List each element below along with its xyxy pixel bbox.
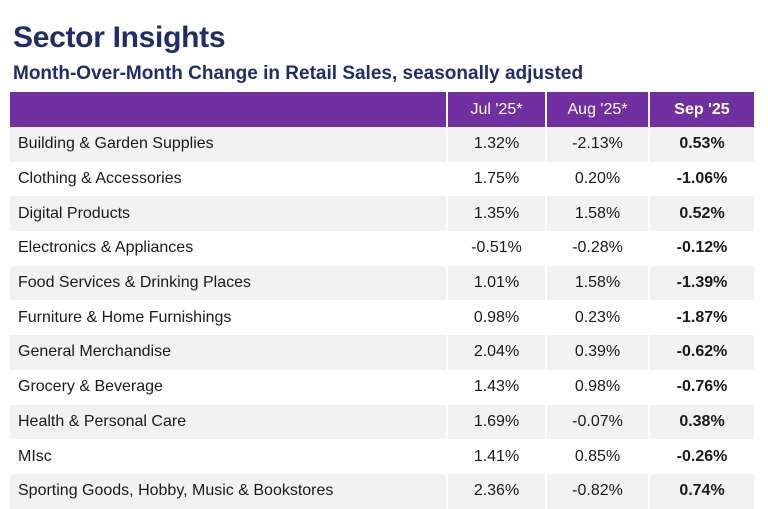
table-row: Health & Personal Care 1.69% -0.07% 0.38%: [10, 404, 754, 440]
sector-cell: Grocery & Beverage: [10, 369, 448, 405]
jul-cell: 1.32%: [447, 127, 547, 162]
table-row: Building & Garden Supplies 1.32% -2.13% 0.5…: [10, 127, 754, 162]
table-row: Grocery & Beverage 1.43% 0.98% -0.76%: [10, 369, 754, 405]
jul-cell: 2.36%: [447, 473, 547, 509]
sector-cell: Electronics & Appliances: [10, 231, 448, 266]
jul-cell: 1.69%: [447, 404, 547, 440]
aug-cell: 1.58%: [546, 196, 650, 232]
aug-cell: -0.07%: [546, 404, 650, 440]
sector-cell: General Merchandise: [10, 335, 448, 370]
aug-cell: 1.58%: [546, 265, 650, 301]
page-title: Sector Insights: [13, 21, 226, 54]
jul-cell: 0.98%: [447, 300, 547, 336]
sep-cell: 0.52%: [649, 196, 754, 232]
aug-cell: -2.13%: [546, 127, 650, 162]
sector-cell: MIsc: [10, 439, 448, 474]
jul-cell: 2.04%: [447, 335, 547, 370]
aug-cell: 0.39%: [546, 335, 650, 370]
aug-cell: -0.28%: [546, 231, 650, 266]
sector-cell: Health & Personal Care: [10, 404, 448, 440]
aug-cell: 0.85%: [546, 439, 650, 474]
sep-cell: -0.62%: [649, 335, 754, 370]
sep-cell: -1.39%: [649, 265, 754, 301]
sector-cell: Furniture & Home Furnishings: [10, 300, 448, 336]
jul-cell: 1.43%: [447, 369, 547, 405]
sep-cell: 0.38%: [649, 404, 754, 440]
jul-cell: -0.51%: [447, 231, 547, 266]
sep-cell: -1.06%: [649, 161, 754, 197]
aug-cell: 0.23%: [546, 300, 650, 336]
sep-cell: -1.87%: [649, 300, 754, 336]
table-row: MIsc 1.41% 0.85% -0.26%: [10, 439, 754, 474]
sector-cell: Clothing & Accessories: [10, 161, 448, 197]
sector-cell: Digital Products: [10, 196, 448, 232]
table-row: Digital Products 1.35% 1.58% 0.52%: [10, 196, 754, 232]
table-row: General Merchandise 2.04% 0.39% -0.62%: [10, 335, 754, 370]
aug-cell: 0.20%: [546, 161, 650, 197]
page-subtitle: Month-Over-Month Change in Retail Sales,…: [13, 63, 584, 84]
header-sep: Sep '25: [649, 92, 754, 127]
jul-cell: 1.35%: [447, 196, 547, 232]
table-header-row: Jul '25* Aug '25* Sep '25: [10, 92, 754, 127]
sector-cell: Food Services & Drinking Places: [10, 265, 448, 301]
table-row: Clothing & Accessories 1.75% 0.20% -1.06%: [10, 161, 754, 197]
table-row: Electronics & Appliances -0.51% -0.28% -0.1…: [10, 231, 754, 266]
table-body: Building & Garden Supplies 1.32% -2.13% 0.5…: [10, 127, 754, 509]
jul-cell: 1.75%: [447, 161, 547, 197]
sep-cell: -0.26%: [649, 439, 754, 474]
sep-cell: 0.74%: [649, 473, 754, 509]
sector-cell: Building & Garden Supplies: [10, 127, 448, 162]
sep-cell: 0.53%: [649, 127, 754, 162]
aug-cell: -0.82%: [546, 473, 650, 509]
table-row: Sporting Goods, Hobby, Music & Bookstore…: [10, 473, 754, 509]
sep-cell: -0.76%: [649, 369, 754, 405]
aug-cell: 0.98%: [546, 369, 650, 405]
sep-cell: -0.12%: [649, 231, 754, 266]
table-row: Furniture & Home Furnishings 0.98% 0.23% -1…: [10, 300, 754, 336]
sector-cell: Sporting Goods, Hobby, Music & Bookstore…: [10, 473, 448, 509]
header-jul: Jul '25*: [447, 92, 547, 127]
table-row: Food Services & Drinking Places 1.01% 1.58…: [10, 265, 754, 301]
sales-table: Jul '25* Aug '25* Sep '25 Building & Gar…: [10, 92, 754, 509]
jul-cell: 1.01%: [447, 265, 547, 301]
header-sector: [10, 92, 448, 127]
jul-cell: 1.41%: [447, 439, 547, 474]
header-aug: Aug '25*: [546, 92, 650, 127]
